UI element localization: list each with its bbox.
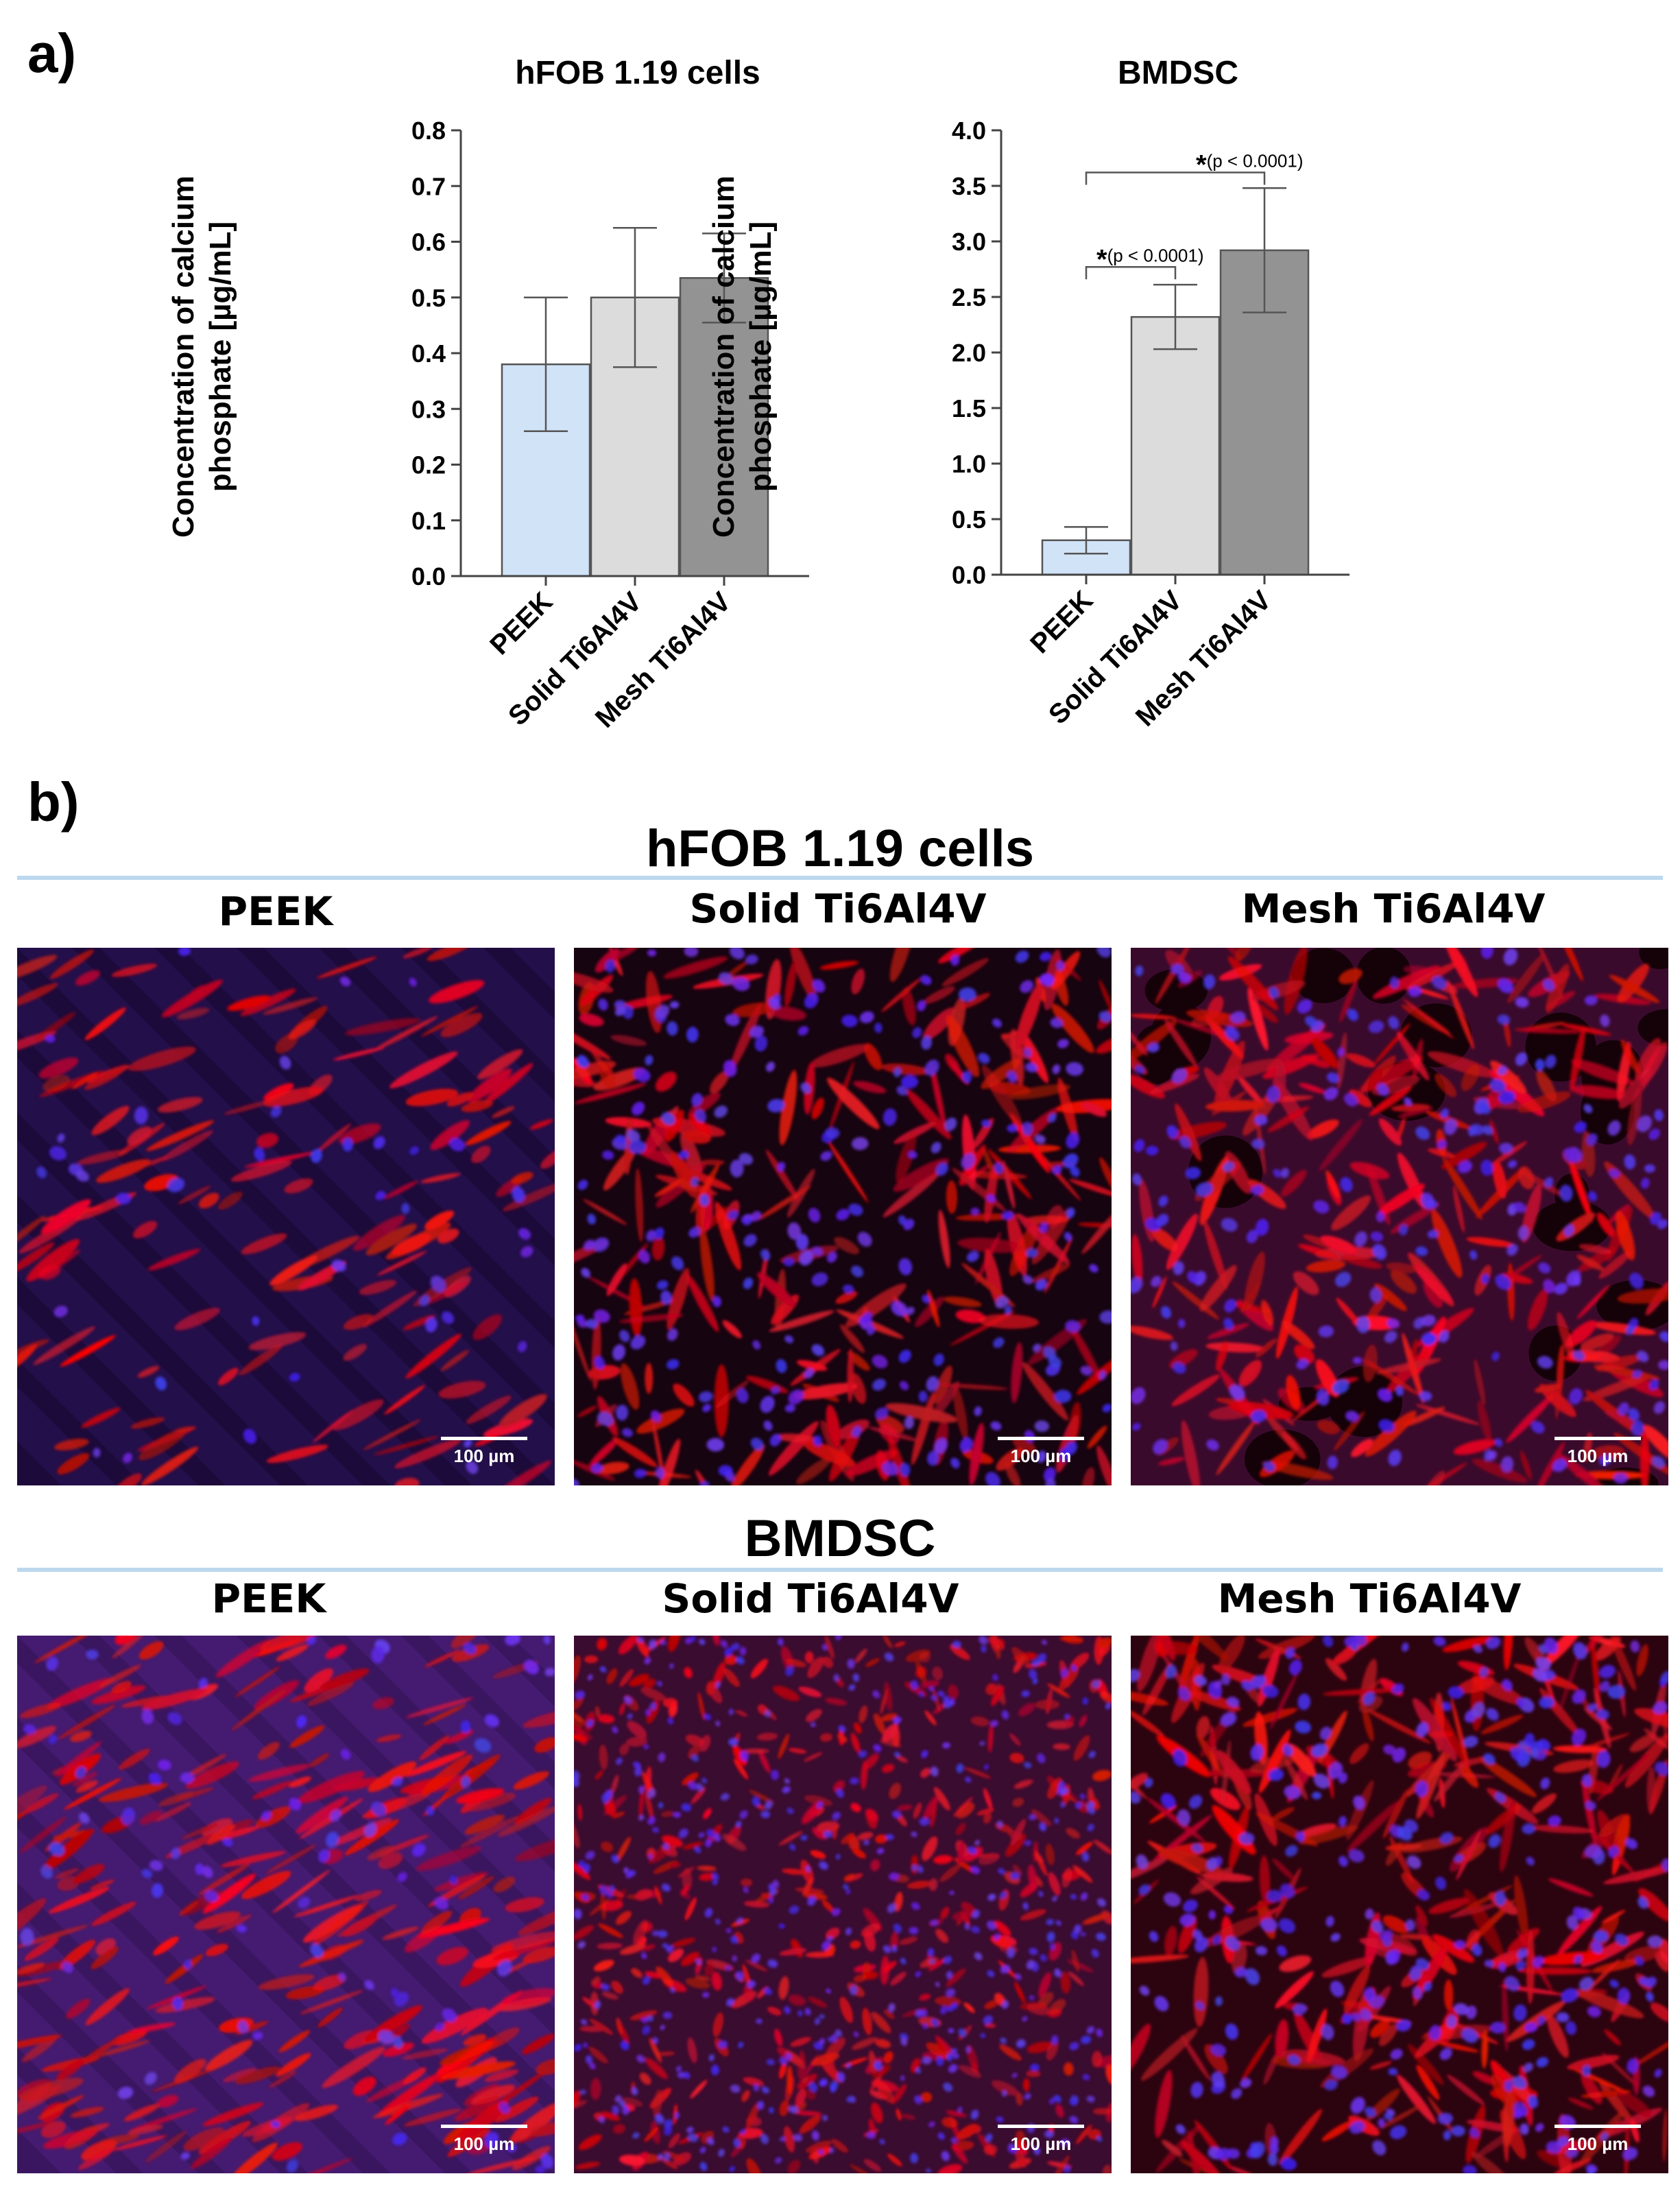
error-bar bbox=[524, 296, 568, 432]
group-divider-hfob bbox=[17, 876, 1663, 880]
micrograph-bmdsc-peek: 100 µm bbox=[17, 1636, 555, 2173]
y-tick-label: 0.1 bbox=[411, 507, 446, 535]
panel-b-label: b) bbox=[27, 772, 80, 833]
y-tick-label: 0.5 bbox=[411, 284, 446, 312]
chart-title: BMDSC bbox=[1118, 55, 1238, 91]
error-bar bbox=[1243, 187, 1286, 313]
y-tick-label: 0.0 bbox=[411, 562, 446, 590]
error-bar bbox=[1153, 283, 1197, 350]
y-axis-label: Concentration of calcium phosphate [µg/mL… bbox=[707, 176, 778, 538]
chart-title: hFOB 1.19 cells bbox=[515, 55, 760, 91]
column-label-solid: Solid Ti6Al4V bbox=[662, 1575, 959, 1622]
significance-label: *(p < 0.0001) bbox=[1196, 150, 1304, 180]
y-tick-label: 0.6 bbox=[411, 228, 446, 256]
group-title-hfob: hFOB 1.19 cells bbox=[645, 820, 1035, 878]
y-tick-label: 0.4 bbox=[411, 339, 446, 368]
scale-bar: 100 µm bbox=[1555, 2125, 1641, 2153]
scale-bar: 100 µm bbox=[1555, 1437, 1641, 1465]
micrograph-hfob-solid: 100 µm bbox=[574, 948, 1112, 1485]
y-tick-label: 0.7 bbox=[411, 172, 446, 200]
y-tick-label: 0.5 bbox=[952, 505, 986, 534]
y-tick-label: 1.0 bbox=[952, 450, 986, 478]
error-bar bbox=[1064, 526, 1108, 555]
x-tick-label: PEEK bbox=[1024, 585, 1099, 659]
scale-bar: 100 µm bbox=[998, 2125, 1084, 2153]
scale-bar: 100 µm bbox=[441, 1437, 527, 1465]
group-title-bmdsc: BMDSC bbox=[744, 1509, 936, 1568]
micrograph-hfob-peek: 100 µm bbox=[17, 948, 555, 1485]
y-tick-label: 2.5 bbox=[952, 283, 986, 311]
column-label-mesh: Mesh Ti6Al4V bbox=[1241, 885, 1546, 932]
chart-bmdsc: BMDSC Concentration of calcium phosphate [… bbox=[707, 55, 1349, 732]
y-axis-label: Concentration of calcium phosphate [µg/mL… bbox=[167, 176, 237, 538]
y-tick-label: 2.0 bbox=[952, 339, 986, 367]
micrograph-hfob-mesh: 100 µm bbox=[1131, 948, 1668, 1485]
y-tick-label: 1.5 bbox=[952, 394, 986, 422]
y-tick-label: 0.8 bbox=[411, 117, 446, 145]
significance-label: *(p < 0.0001) bbox=[1096, 244, 1204, 274]
y-tick-label: 3.0 bbox=[952, 228, 986, 256]
y-tick-label: 3.5 bbox=[952, 172, 986, 200]
column-label-solid: Solid Ti6Al4V bbox=[689, 885, 987, 932]
significance-bracket: *(p < 0.0001) bbox=[1085, 244, 1204, 280]
significance-bracket: *(p < 0.0001) bbox=[1085, 150, 1304, 185]
group-divider-bmdsc bbox=[17, 1568, 1663, 1572]
column-label-peek: PEEK bbox=[211, 1575, 326, 1622]
column-label-mesh: Mesh Ti6Al4V bbox=[1217, 1575, 1522, 1622]
micrograph-bmdsc-solid: 100 µm bbox=[574, 1636, 1112, 2173]
y-tick-label: 4.0 bbox=[952, 117, 986, 145]
y-tick-label: 0.2 bbox=[411, 451, 446, 479]
bar-charts: hFOB 1.19 cells Concentration of calcium p… bbox=[167, 55, 1349, 734]
scale-bar: 100 µm bbox=[441, 2125, 527, 2153]
scale-bar: 100 µm bbox=[998, 1437, 1084, 1465]
error-bar bbox=[702, 232, 746, 324]
y-tick-label: 0.0 bbox=[952, 561, 986, 589]
bar bbox=[1130, 315, 1221, 576]
column-label-peek: PEEK bbox=[218, 888, 333, 935]
micrograph-bmdsc-mesh: 100 µm bbox=[1131, 1636, 1668, 2173]
x-tick-label: PEEK bbox=[484, 586, 558, 660]
y-tick-label: 0.3 bbox=[411, 395, 446, 423]
panel-a-label: a) bbox=[27, 23, 77, 84]
error-bar bbox=[613, 226, 657, 368]
